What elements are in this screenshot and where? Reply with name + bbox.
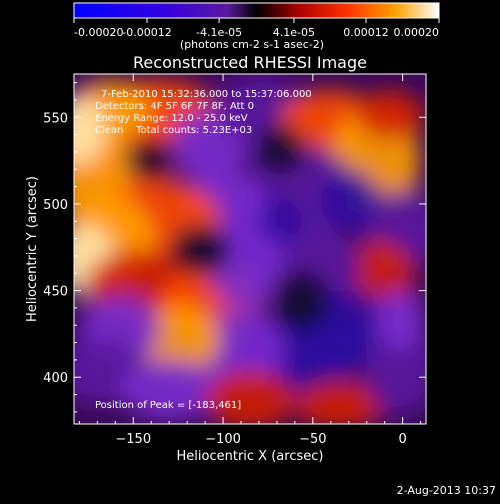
colorbar-tick-label: -0.00012 xyxy=(122,26,171,39)
colorbar-tick-label: 0.00020 xyxy=(394,26,440,39)
annotation-energy: Energy Range: 12.0 - 25.0 keV xyxy=(95,113,248,124)
colorbar-tick-label: 4.1e-05 xyxy=(273,26,315,39)
colorbar xyxy=(73,2,440,19)
heatmap-blob xyxy=(320,170,380,230)
heatmap-blob xyxy=(365,325,426,415)
x-tick-label: −50 xyxy=(299,432,326,447)
peak-position-label: Position of Peak = [-183,461] xyxy=(95,400,241,411)
x-axis-label: Heliocentric X (arcsec) xyxy=(177,449,324,464)
heatmap-blob xyxy=(125,140,175,180)
x-tick-label: −150 xyxy=(115,432,151,447)
colorbar-tick-label: -0.00020 xyxy=(74,26,123,39)
plot-date: 2-Aug-2013 10:37 xyxy=(397,484,496,497)
heatmap-blob xyxy=(270,270,330,330)
x-axis-ticks: −150 −100 −50 0 xyxy=(78,74,422,447)
colorbar-tick-label: -4.1e-05 xyxy=(196,26,242,39)
annotation-detectors: Detectors: 4F 5F 6F 7F 8F, Att 0 xyxy=(95,101,254,112)
annotation-counts: Clean Total counts: 5.23E+03 xyxy=(95,125,252,136)
heatmap-blob xyxy=(205,370,295,424)
colorbar-tick-labels: -0.00020-0.00012 -4.1e-05 4.1e-05 0.00012 0.… xyxy=(74,26,439,39)
colorbar-tick-label: 0.00012 xyxy=(343,26,389,39)
y-tick-label: 500 xyxy=(43,198,68,213)
x-tick-label: −100 xyxy=(205,432,241,447)
x-tick-label: 0 xyxy=(399,432,407,447)
heatmap-blob xyxy=(295,380,385,424)
heatmap-blob xyxy=(170,225,230,275)
heatmap-image xyxy=(74,75,426,424)
colorbar-unit-label: (photons cm-2 s-1 asec-2) xyxy=(180,38,324,51)
heatmap-blob xyxy=(355,90,425,140)
annotation-block: 7-Feb-2010 15:32:36.000 to 15:37:06.000 … xyxy=(95,89,312,411)
heatmap-blob xyxy=(375,290,425,350)
plot-frame xyxy=(73,73,427,425)
y-axis-label: Heliocentric Y (arcsec) xyxy=(25,176,40,322)
colorbar-ticks xyxy=(73,18,440,23)
heatmap-blob xyxy=(140,305,220,375)
heatmap-blob xyxy=(255,125,305,175)
y-tick-label: 550 xyxy=(43,111,68,126)
heatmap-blob xyxy=(120,360,220,420)
annotation-time: 7-Feb-2010 15:32:36.000 to 15:37:06.000 xyxy=(101,89,312,100)
y-tick-label: 400 xyxy=(43,371,68,386)
chart-title: Reconstructed RHESSI Image xyxy=(133,53,367,72)
y-tick-label: 450 xyxy=(43,285,68,300)
heatmap-blob xyxy=(74,95,105,165)
y-axis-ticks: 400 450 500 550 xyxy=(43,82,426,413)
